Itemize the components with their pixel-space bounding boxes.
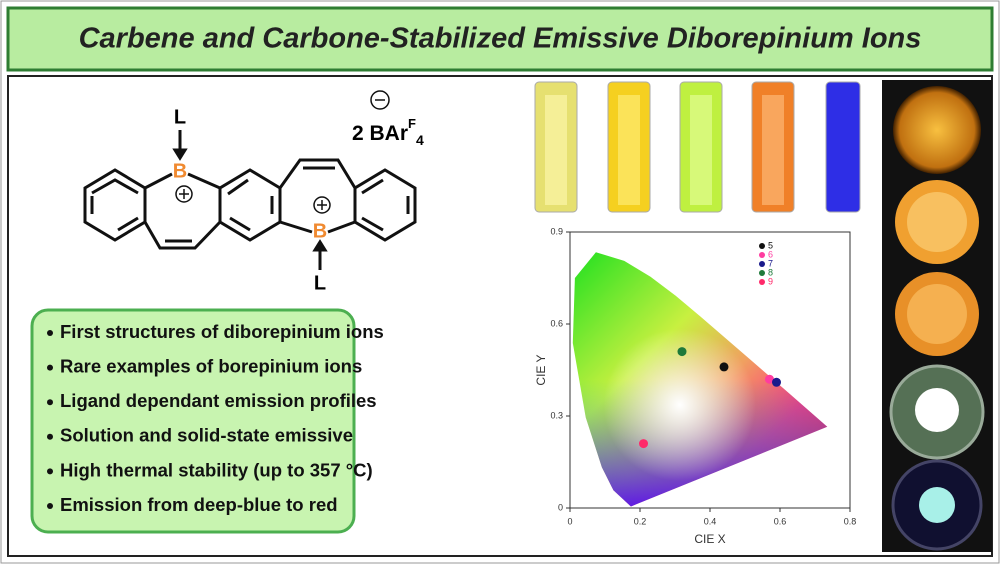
x-tick-label: 0.2	[634, 516, 647, 526]
bullet-box	[30, 308, 356, 534]
bullet-dot	[47, 468, 53, 475]
ligand-label: L	[314, 272, 326, 294]
y-axis-label: CIE Y	[534, 354, 548, 385]
x-tick-label: 0.6	[774, 516, 787, 526]
boron-label: B	[313, 220, 327, 242]
data-point	[677, 347, 687, 357]
y-tick-label: 0.6	[550, 318, 563, 328]
bullet-dot	[47, 433, 53, 440]
legend-label: 5	[768, 240, 773, 250]
bullet-text: High thermal stability (up to 357 °C)	[60, 459, 373, 480]
bullet-dot	[47, 364, 53, 371]
legend-swatch	[759, 252, 765, 258]
legend-swatch	[759, 279, 765, 285]
boron-label: B	[173, 160, 187, 182]
y-tick-label: 0.9	[550, 226, 563, 236]
legend-label: 7	[768, 258, 773, 268]
x-tick-label: 0	[567, 516, 572, 526]
y-tick-label: 0	[558, 502, 563, 512]
data-point	[772, 377, 781, 387]
data-point	[765, 374, 774, 384]
counterion-main: 2 BAr	[352, 122, 408, 145]
bullet-text: First structures of diborepinium ions	[60, 321, 384, 342]
x-tick-label: 0.4	[704, 516, 717, 526]
vials	[534, 81, 861, 213]
counterion-sup: F	[408, 116, 416, 131]
title-banner	[6, 6, 994, 72]
bullet-text: Rare examples of borepinium ions	[60, 355, 362, 376]
legend-label: 6	[768, 249, 773, 259]
bullet-dot	[47, 503, 53, 509]
y-tick-label: 0.3	[550, 410, 563, 420]
x-tick-label: 0.8	[844, 516, 857, 526]
legend-swatch	[759, 243, 765, 249]
ligand-label: L	[174, 106, 186, 128]
legend-swatch	[759, 261, 765, 267]
bullet-text: Emission from deep-blue to red	[60, 494, 338, 515]
data-point	[719, 362, 729, 372]
legend-swatch	[759, 270, 765, 276]
data-point	[639, 439, 648, 449]
bullet-text: Solution and solid-state emissive	[60, 425, 353, 446]
counterion-sub: 4	[416, 132, 424, 148]
title: Carbene and Carbone-Stabilized Emissive …	[79, 23, 922, 55]
legend-label: 9	[768, 276, 773, 286]
bullet-dot	[47, 330, 53, 336]
cie-gamut-white	[572, 252, 828, 507]
molecule	[83, 90, 417, 270]
x-axis-label: CIE X	[694, 532, 725, 546]
bullet-dot	[47, 399, 53, 406]
counterion: 2 BArF4	[352, 116, 424, 147]
bullet-text: Ligand dependant emission profiles	[60, 390, 377, 411]
solid-photos	[882, 80, 992, 552]
legend-label: 8	[768, 267, 773, 277]
